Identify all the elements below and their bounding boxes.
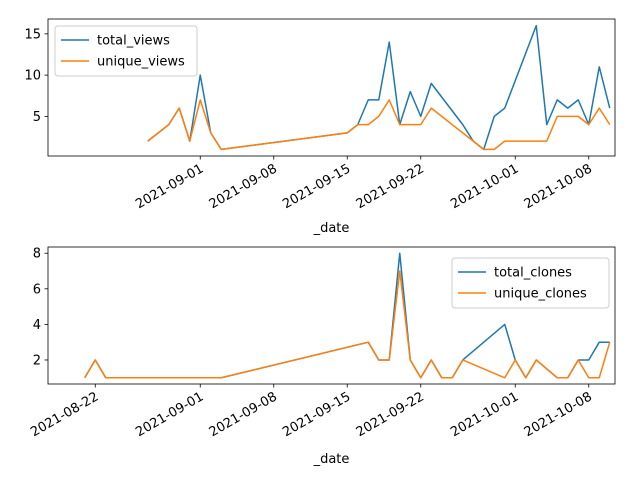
y-tick-label: 2 — [33, 353, 41, 368]
series-line-unique-views — [147, 99, 611, 151]
axes-frame — [47, 246, 616, 385]
x-axis-label: _date — [313, 221, 350, 236]
series-line-total-views — [147, 24, 611, 151]
x-axis-label: _date — [313, 452, 350, 467]
legend: total_clones unique_clones — [451, 257, 610, 309]
y-tick-label: 6 — [33, 282, 41, 297]
y-tick-label: 15 — [24, 27, 41, 42]
y-tick-label: 5 — [33, 110, 41, 125]
axes-frame — [47, 18, 616, 157]
series-line-unique-clones — [84, 270, 611, 379]
legend-label-total-views: total_views — [97, 34, 170, 49]
y-tick-label: 10 — [24, 69, 41, 84]
y-tick-label: 8 — [33, 247, 41, 262]
y-tick-label: 4 — [33, 318, 41, 333]
series-lines — [84, 252, 611, 379]
legend-box — [54, 25, 198, 77]
legend: total_views unique_views — [54, 25, 198, 77]
legend-box — [451, 257, 610, 309]
legend-label-total-clones: total_clones — [494, 266, 572, 281]
legend-label-unique-views: unique_views — [97, 55, 185, 70]
series-lines — [147, 24, 611, 151]
legend-label-unique-clones: unique_clones — [494, 287, 587, 302]
